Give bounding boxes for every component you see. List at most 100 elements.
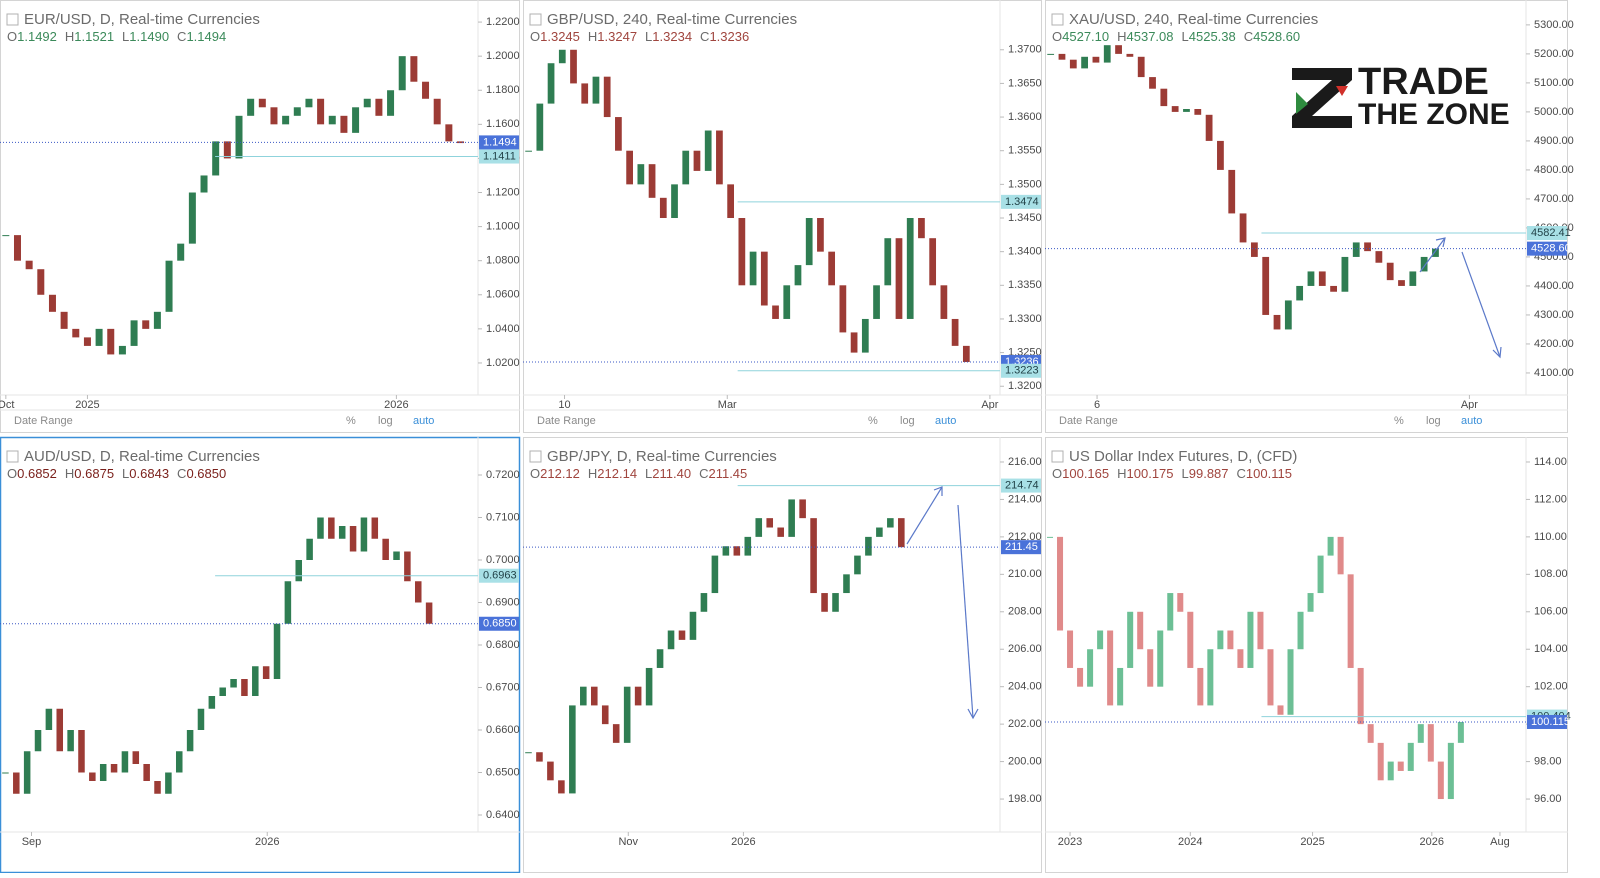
y-tick-label: 1.3400 <box>1008 246 1042 258</box>
date-range-button[interactable]: Date Range <box>537 415 596 427</box>
date-range-button[interactable]: Date Range <box>14 415 73 427</box>
candle <box>95 328 103 346</box>
candle <box>558 49 566 64</box>
panel-border <box>523 0 1042 433</box>
y-tick-label: 210.00 <box>1008 568 1042 580</box>
panels: 1.0200 1.0400 1.0600 1.0800 1.1000 1.1200 1.14… <box>0 0 1574 874</box>
candle <box>895 238 903 319</box>
y-tick-label: 204.00 <box>1008 681 1042 693</box>
candle <box>425 602 433 624</box>
price-box <box>479 149 519 164</box>
logo-mark <box>1292 68 1352 128</box>
price-box-label: 1.1411 <box>483 150 516 162</box>
log-button[interactable]: log <box>378 415 393 427</box>
candle <box>223 141 231 159</box>
candle <box>56 708 64 752</box>
ohlc-key: C <box>177 29 186 44</box>
candle <box>2 235 10 237</box>
candle <box>414 581 422 603</box>
candle <box>89 772 96 781</box>
candle <box>1107 630 1114 706</box>
auto-button[interactable]: auto <box>1461 415 1482 427</box>
candle <box>603 76 611 118</box>
candle <box>525 150 532 152</box>
candle <box>1092 56 1100 63</box>
candle <box>755 518 763 537</box>
candle <box>832 593 839 612</box>
candle <box>722 546 730 556</box>
x-tick-label: Sep <box>22 836 42 848</box>
y-tick-label: 0.6600 <box>486 724 520 736</box>
y-tick-label: 4800.00 <box>1534 164 1574 176</box>
ohlc-value: 212.12 <box>540 466 580 481</box>
candle <box>1307 593 1314 612</box>
auto-button[interactable]: auto <box>935 415 956 427</box>
y-tick-label: 1.1800 <box>486 84 520 96</box>
y-tick-label: 0.6500 <box>486 766 520 778</box>
candle <box>749 251 757 286</box>
candle <box>132 751 140 764</box>
y-tick-label: 1.3650 <box>1008 77 1042 89</box>
candle <box>13 235 21 261</box>
candle <box>601 705 609 725</box>
y-tick-label: 5000.00 <box>1534 106 1574 118</box>
x-tick-label: 2026 <box>384 399 408 411</box>
candle <box>693 150 701 171</box>
candle <box>898 518 905 548</box>
candle <box>177 243 185 261</box>
candle <box>107 328 115 355</box>
log-button[interactable]: log <box>900 415 915 427</box>
date-range-button[interactable]: Date Range <box>1059 415 1118 427</box>
candle <box>1330 285 1337 292</box>
percent-button[interactable]: % <box>346 415 356 427</box>
panel-menu-icon <box>529 450 542 463</box>
candle <box>766 518 774 528</box>
y-tick-label: 106.00 <box>1534 606 1568 618</box>
candle <box>305 98 313 108</box>
trend-arrow <box>957 504 974 719</box>
percent-button[interactable]: % <box>1394 415 1404 427</box>
percent-button[interactable]: % <box>868 415 878 427</box>
price-box-label: 0.6850 <box>483 618 517 630</box>
candle <box>843 574 850 594</box>
y-tick-label: 102.00 <box>1534 681 1568 693</box>
candle <box>590 686 598 706</box>
candle <box>1273 314 1281 330</box>
y-tick-label: 4900.00 <box>1534 135 1574 147</box>
auto-button[interactable]: auto <box>413 415 434 427</box>
candle <box>929 238 937 286</box>
candle <box>547 63 555 104</box>
chart-title: XAU/USD, 240, Real-time Currencies <box>1069 11 1318 28</box>
log-button[interactable]: log <box>1426 415 1441 427</box>
y-tick-label: 4400.00 <box>1534 280 1574 292</box>
candle <box>1327 536 1334 556</box>
candle <box>1057 536 1064 631</box>
price-box-label: 1.3474 <box>1005 196 1039 208</box>
y-tick-label: 4700.00 <box>1534 193 1574 205</box>
y-tick-label: 1.3450 <box>1008 212 1042 224</box>
candle <box>2 772 9 774</box>
candle <box>525 752 532 754</box>
candle <box>360 517 368 552</box>
candle <box>612 724 620 743</box>
price-box-label: 100.115 <box>1531 716 1570 728</box>
ohlc-key: L <box>122 29 129 44</box>
candle <box>1217 630 1224 650</box>
arrow-head <box>1435 237 1446 248</box>
candle <box>1207 649 1214 706</box>
candle <box>13 772 20 794</box>
price-box <box>1001 194 1041 209</box>
candle <box>906 218 914 319</box>
candle <box>1409 271 1417 286</box>
panel-border <box>0 0 520 433</box>
candle <box>23 751 31 794</box>
ohlc-legend: O212.12 H212.14 L211.40 C211.45 <box>530 466 747 481</box>
candle <box>317 517 324 539</box>
trend-arrow <box>1461 251 1501 358</box>
ohlc-key: H <box>65 29 74 44</box>
candle <box>1047 536 1054 538</box>
candle <box>656 649 664 668</box>
candle <box>1087 649 1094 687</box>
y-tick-label: 112.00 <box>1534 493 1567 505</box>
candle <box>1357 667 1364 725</box>
